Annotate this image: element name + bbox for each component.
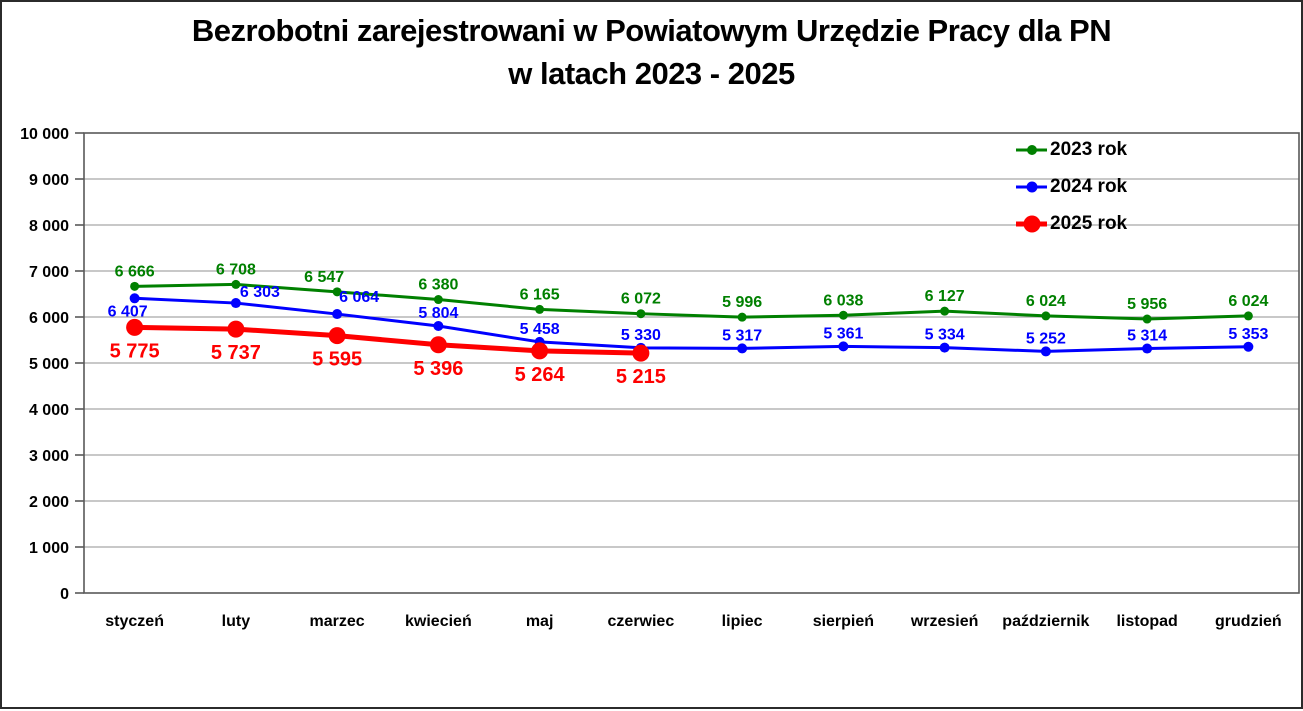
data-point-2024-rok (1142, 343, 1153, 354)
y-axis-label: 3 000 (29, 448, 69, 465)
x-axis-label: styczeń (105, 613, 164, 630)
data-point-label: 5 264 (515, 364, 566, 386)
data-point-2024-rok (332, 309, 343, 320)
data-point-2023-rok (636, 309, 646, 319)
data-point-2025-rok (429, 336, 447, 354)
legend-label-2023: 2023 rok (1050, 138, 1128, 160)
data-point-label: 5 804 (418, 305, 458, 322)
data-point-2023-rok (838, 310, 848, 320)
data-point-label: 5 361 (823, 325, 863, 342)
series-line-2023-rok (133, 282, 1250, 321)
data-point-label: 6 024 (1228, 293, 1268, 310)
data-point-2025-rok (227, 320, 245, 338)
data-point-label: 5 314 (1127, 328, 1167, 345)
data-point-label: 6 165 (520, 286, 560, 303)
data-point-label: 6 303 (240, 284, 280, 301)
data-point-label: 6 708 (216, 261, 256, 278)
series-line-2025-rok (132, 324, 644, 356)
chart-title-line1: Bezrobotni zarejestrowani w Powiatowym U… (191, 13, 1112, 48)
y-axis-label: 0 (60, 586, 69, 603)
data-point-label: 5 737 (211, 342, 261, 364)
data-point-label: 5 317 (722, 327, 762, 344)
data-point-label: 6 380 (418, 277, 458, 294)
data-point-2024-rok (433, 321, 444, 332)
data-point-2023-rok (737, 312, 747, 322)
data-point-label: 6 127 (925, 288, 965, 305)
data-point-label: 5 996 (722, 294, 762, 311)
x-axis-label: luty (222, 613, 251, 630)
legend-label-2025: 2025 rok (1050, 212, 1128, 234)
legend-line-dot-icon (1016, 177, 1047, 197)
data-point-2025-rok (126, 318, 144, 336)
data-point-2024-rok (939, 342, 950, 353)
legend-entry-2023: 2023 rok (1016, 131, 1127, 168)
y-axis-label: 1 000 (29, 540, 69, 557)
legend-line-dot-icon (1016, 140, 1047, 160)
data-point-label: 6 024 (1026, 293, 1066, 310)
legend-entry-2025: 2025 rok (1016, 205, 1127, 242)
x-axis-label: wrzesień (910, 613, 979, 630)
data-point-2024-rok (129, 293, 140, 304)
data-point-2024-rok (1243, 341, 1254, 352)
data-point-2023-rok (1142, 314, 1152, 324)
y-axis-label: 7 000 (29, 264, 69, 281)
y-axis-label: 2 000 (29, 494, 69, 511)
data-point-2023-rok (1243, 311, 1253, 321)
y-axis-label: 8 000 (29, 218, 69, 235)
y-axis-label: 10 000 (20, 126, 69, 143)
data-point-label: 5 396 (413, 358, 463, 380)
data-point-label: 5 334 (925, 327, 965, 344)
data-point-label: 5 458 (520, 321, 560, 338)
data-point-2023-rok (535, 304, 545, 314)
data-point-2024-rok (1040, 346, 1051, 357)
data-point-label: 5 956 (1127, 296, 1167, 313)
legend: 2023 rok 2024 rok 2025 rok (1016, 131, 1127, 242)
legend-label-2024: 2024 rok (1050, 175, 1128, 197)
data-point-label: 5 775 (110, 340, 160, 362)
x-axis-label: maj (526, 613, 554, 630)
x-axis-label: lipiec (722, 613, 763, 630)
data-point-2024-rok (737, 343, 748, 354)
data-point-label: 5 215 (616, 366, 666, 388)
data-point-2023-rok (332, 287, 342, 297)
y-axis-label: 9 000 (29, 172, 69, 189)
x-axis-label: październik (1002, 613, 1089, 630)
x-axis-label: czerwiec (608, 613, 675, 630)
series-line-2024-rok (133, 296, 1250, 353)
data-point-2023-rok (940, 306, 950, 316)
x-axis-label: kwiecień (405, 613, 472, 630)
data-point-2023-rok (130, 281, 140, 291)
data-point-label: 5 252 (1026, 330, 1066, 347)
y-axis-label: 6 000 (29, 310, 69, 327)
y-axis-label: 5 000 (29, 356, 69, 373)
chart-title: Bezrobotni zarejestrowani w Powiatowym U… (2, 9, 1301, 95)
data-point-label: 6 547 (304, 269, 344, 286)
data-point-label: 6 407 (108, 303, 148, 320)
x-axis-label: grudzień (1215, 613, 1282, 630)
data-point-2023-rok (1041, 311, 1051, 321)
legend-entry-2024: 2024 rok (1016, 168, 1127, 205)
data-point-label: 6 064 (339, 289, 379, 306)
x-axis-label: listopad (1116, 613, 1177, 630)
data-point-2024-rok (838, 341, 849, 352)
chart-title-line2: w latach 2023 - 2025 (508, 56, 795, 91)
data-point-2025-rok (328, 327, 346, 345)
y-axis-label: 4 000 (29, 402, 69, 419)
data-point-label: 6 072 (621, 291, 661, 308)
data-point-label: 5 330 (621, 327, 661, 344)
data-point-label: 5 353 (1228, 326, 1268, 343)
data-point-label: 6 038 (823, 292, 863, 309)
x-axis-label: marzec (310, 613, 365, 630)
data-point-2023-rok (433, 295, 443, 305)
data-point-2024-rok (230, 298, 241, 309)
legend-line-dot-icon (1016, 214, 1047, 234)
data-point-label: 6 666 (115, 263, 155, 280)
x-axis-label: sierpień (813, 613, 874, 630)
data-point-2023-rok (231, 279, 241, 289)
data-point-2025-rok (531, 342, 549, 360)
data-point-label: 5 595 (312, 349, 362, 371)
data-point-2025-rok (632, 344, 650, 362)
